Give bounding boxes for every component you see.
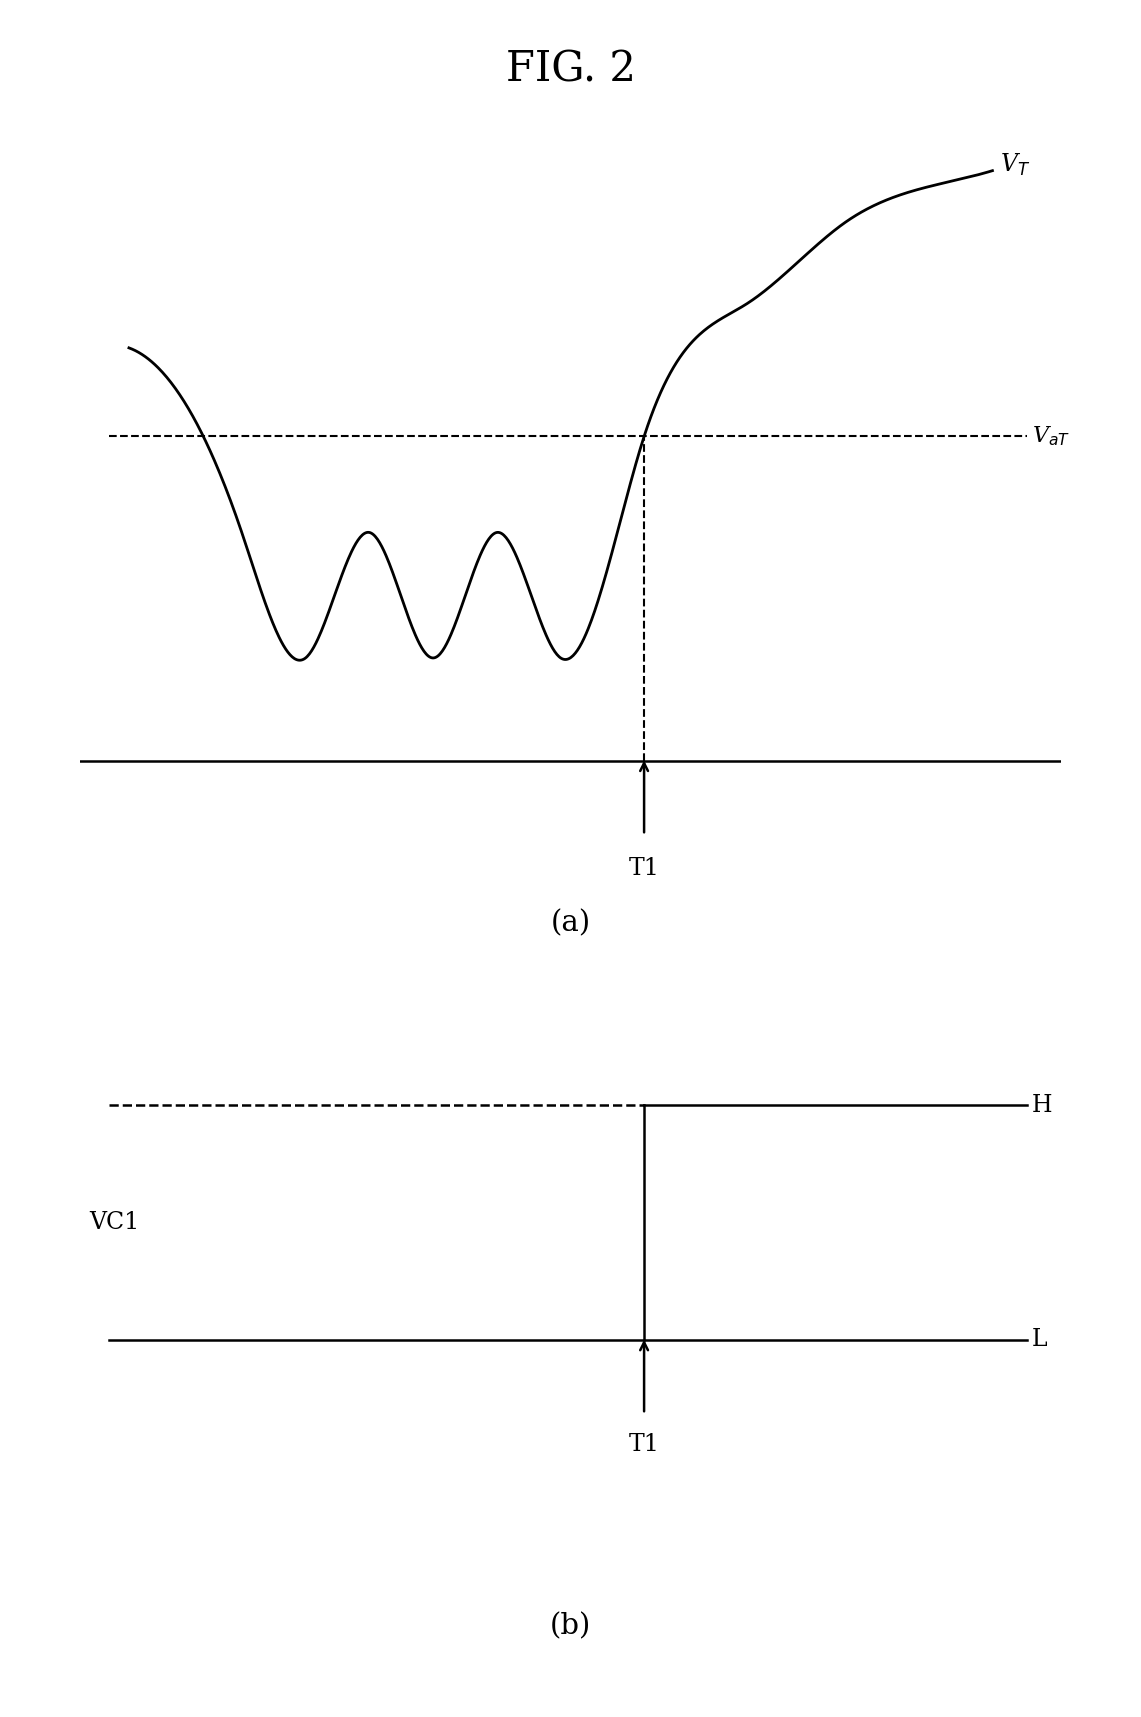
Text: FIG. 2: FIG. 2 [505,48,636,89]
Text: T1: T1 [629,857,659,881]
Text: V$_{aT}$: V$_{aT}$ [1031,424,1070,448]
Text: T1: T1 [629,1432,659,1456]
Text: VC1: VC1 [90,1210,140,1235]
Text: H: H [1031,1094,1052,1116]
Text: V$_T$: V$_T$ [1001,151,1030,179]
Text: (b): (b) [550,1612,591,1640]
Text: (a): (a) [550,908,591,937]
Text: L: L [1031,1329,1047,1351]
